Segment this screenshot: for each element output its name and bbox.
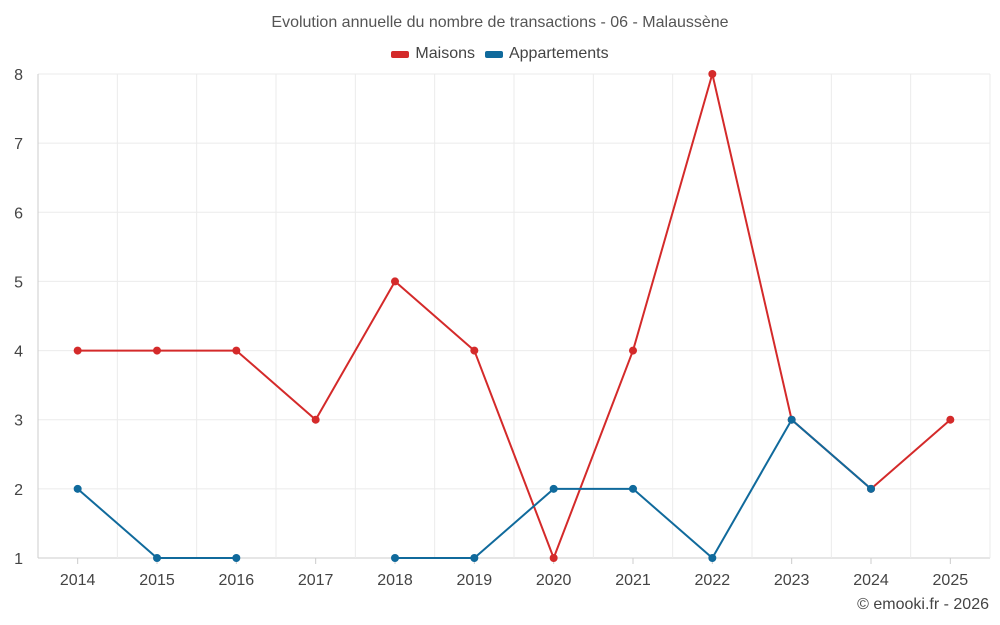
legend-label-appartements: Appartements <box>508 45 609 62</box>
data-point-appartements-2019 <box>470 554 479 562</box>
legend-item-maisons[interactable]: Maisons <box>391 45 475 63</box>
legend-swatch-maisons <box>391 50 410 58</box>
y-tick-label-2: 2 <box>14 482 23 499</box>
x-tick-label-2018: 2018 <box>377 572 413 589</box>
legend-swatch-appartements <box>484 50 503 58</box>
y-tick-label-7: 7 <box>14 136 23 153</box>
legend: Maisons Appartements <box>0 45 1000 63</box>
data-point-maisons-2015 <box>153 346 161 355</box>
y-tick-label-6: 6 <box>14 205 23 222</box>
legend-item-appartements[interactable]: Appartements <box>484 45 609 63</box>
data-point-appartements-2020 <box>549 484 558 493</box>
chart-title: Evolution annuelle du nombre de transact… <box>271 14 729 31</box>
credit-text: © emooki.fr - 2026 <box>857 596 989 613</box>
data-point-appartements-2023 <box>787 415 796 424</box>
data-point-appartements-2024 <box>867 484 875 493</box>
y-tick-label-1: 1 <box>14 551 23 568</box>
x-tick-label-2014: 2014 <box>60 572 96 589</box>
data-point-appartements-2015 <box>153 554 161 562</box>
y-tick-label-4: 4 <box>14 344 23 361</box>
data-point-maisons-2021 <box>629 346 637 355</box>
x-tick-label-2025: 2025 <box>933 572 969 589</box>
x-tick-label-2017: 2017 <box>298 572 334 589</box>
data-point-maisons-2017 <box>311 415 320 424</box>
data-point-appartements-2021 <box>629 484 637 493</box>
series-line-appartements-0 <box>77 488 237 559</box>
data-point-maisons-2022 <box>708 70 717 78</box>
legend-label-maisons: Maisons <box>415 45 475 62</box>
data-point-maisons-2020 <box>549 554 558 562</box>
x-tick-label-2016: 2016 <box>219 572 255 589</box>
data-point-appartements-2022 <box>708 554 717 562</box>
x-tick-label-2020: 2020 <box>536 572 572 589</box>
x-tick-label-2019: 2019 <box>457 572 493 589</box>
data-point-maisons-2018 <box>391 277 399 286</box>
data-point-maisons-2016 <box>232 346 241 355</box>
x-tick-label-2022: 2022 <box>695 572 731 589</box>
data-point-appartements-2016 <box>232 554 241 562</box>
data-point-maisons-2025 <box>946 415 955 424</box>
x-tick-label-2024: 2024 <box>853 572 889 589</box>
y-tick-label-5: 5 <box>14 274 23 291</box>
data-point-appartements-2014 <box>73 484 82 493</box>
data-point-maisons-2014 <box>73 346 82 355</box>
y-tick-label-8: 8 <box>14 67 23 84</box>
data-point-appartements-2018 <box>391 554 399 562</box>
x-tick-label-2021: 2021 <box>615 572 651 589</box>
y-tick-label-3: 3 <box>14 413 23 430</box>
data-point-maisons-2019 <box>470 346 479 355</box>
x-tick-label-2015: 2015 <box>139 572 175 589</box>
x-tick-label-2023: 2023 <box>774 572 810 589</box>
